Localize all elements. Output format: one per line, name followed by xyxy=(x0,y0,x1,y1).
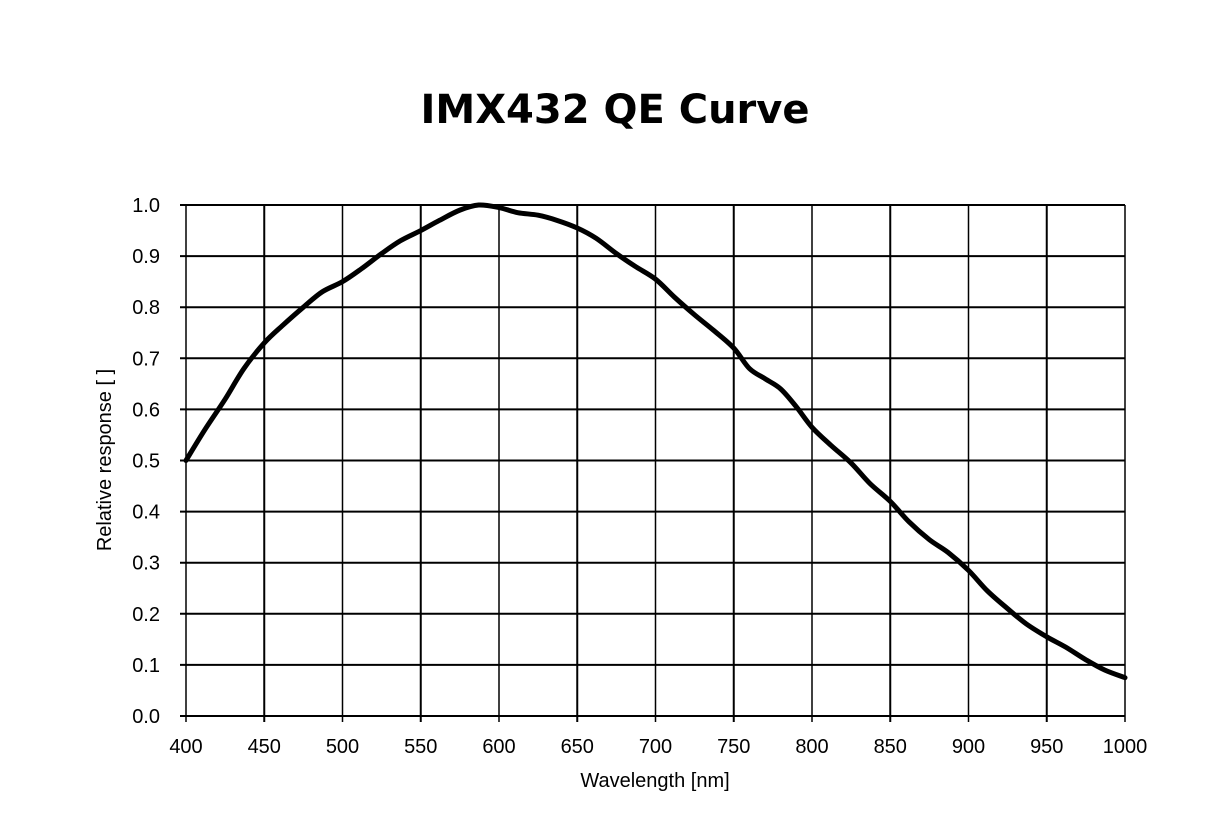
y-axis-ticks: 0.0 0.1 0.2 0.3 0.4 0.5 0.6 0.7 0.8 0.9 1.0 xyxy=(132,195,160,728)
x-tick-label: 400 xyxy=(169,736,202,758)
x-axis-ticks: 400 450 500 550 600 650 700 750 800 850 900 950 1000 xyxy=(169,736,1147,758)
x-tick-label: 550 xyxy=(404,736,437,758)
y-tick-label: 0.8 xyxy=(132,297,160,319)
x-tick-label: 750 xyxy=(717,736,750,758)
y-tick-label: 0.5 xyxy=(132,451,160,473)
y-axis-label: Relative response [ ] xyxy=(94,369,116,551)
x-tick-label: 850 xyxy=(874,736,907,758)
x-tick-label: 1000 xyxy=(1103,736,1148,758)
y-tick-label: 0.4 xyxy=(132,502,160,524)
y-tick-label: 0.6 xyxy=(132,399,160,421)
x-tick-label: 700 xyxy=(639,736,672,758)
x-tick-label: 450 xyxy=(248,736,281,758)
chart-title: IMX432 QE Curve xyxy=(421,87,810,133)
x-tick-label: 800 xyxy=(795,736,828,758)
y-tick-label: 1.0 xyxy=(132,195,160,217)
y-tick-label: 0.7 xyxy=(132,348,160,370)
qe-curve-line xyxy=(183,202,1128,681)
y-tick-label: 0.0 xyxy=(132,706,160,728)
series-layer xyxy=(183,202,1128,681)
x-tick-label: 600 xyxy=(482,736,515,758)
x-tick-label: 900 xyxy=(952,736,985,758)
grid xyxy=(180,204,1126,722)
x-tick-label: 500 xyxy=(326,736,359,758)
x-tick-label: 950 xyxy=(1030,736,1063,758)
y-tick-label: 0.1 xyxy=(132,655,160,677)
x-tick-label: 650 xyxy=(561,736,594,758)
y-tick-label: 0.3 xyxy=(132,553,160,575)
y-tick-label: 0.2 xyxy=(132,604,160,626)
y-tick-label: 0.9 xyxy=(132,246,160,268)
x-axis-label: Wavelength [nm] xyxy=(580,770,729,792)
